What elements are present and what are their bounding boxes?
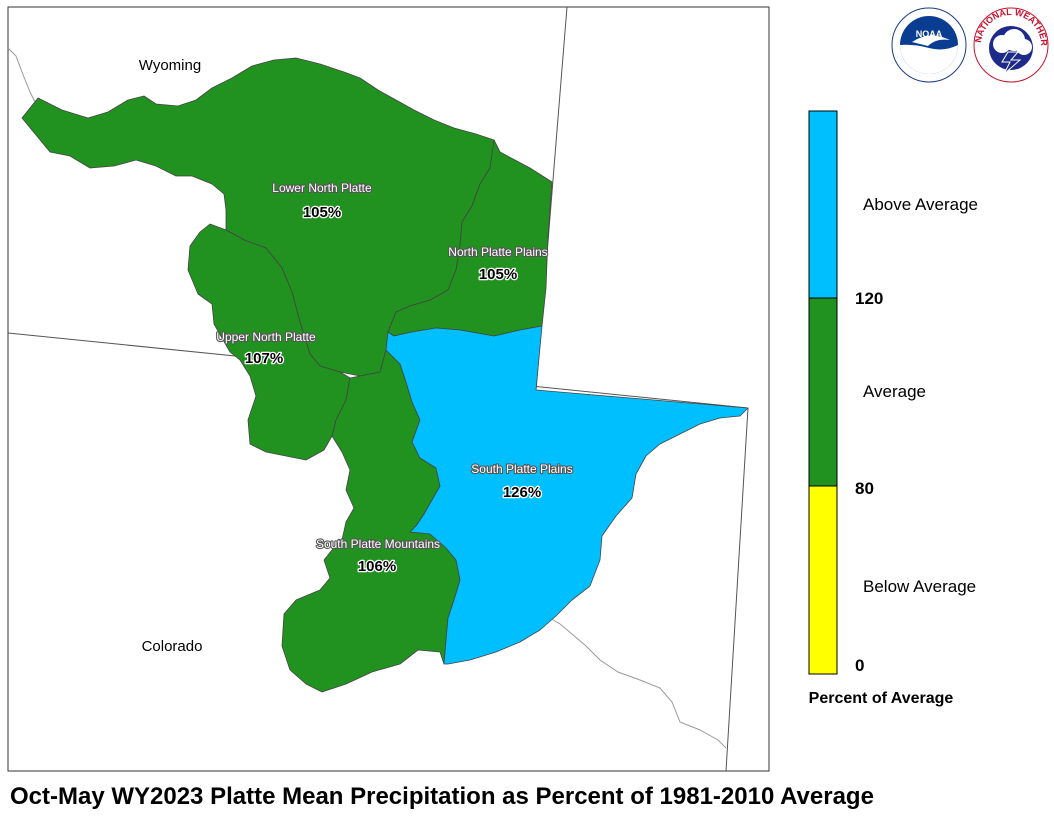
co-ne-border-line (725, 407, 749, 772)
basin-label-south-platte-plains: South Platte Plains (471, 462, 572, 476)
legend-label-above-average: Above Average (863, 195, 978, 214)
basin-label-lower-north-platte: Lower North Platte (272, 181, 372, 195)
basin-label-north-platte-plains: North Platte Plains (448, 245, 547, 259)
basin-percent-north-platte-plains: 105% (479, 266, 517, 283)
background-boundaries (7, 47, 727, 749)
basin-label-south-platte-mountains: South Platte Mountains (316, 537, 440, 551)
basin-percent-upper-north-platte: 107% (245, 350, 283, 367)
basin-percent-lower-north-platte: 105% (303, 204, 341, 221)
basin-percent-south-platte-plains: 126% (503, 484, 541, 501)
legend-label-below-average: Below Average (863, 577, 976, 596)
legend-tick-80: 80 (855, 479, 874, 498)
noaa-logo-icon: NOAA (891, 7, 967, 83)
state-label-colorado: Colorado (142, 638, 203, 655)
legend-tick-0: 0 (855, 656, 864, 675)
basin-label-upper-north-platte: Upper North Platte (216, 330, 316, 344)
southeast-boundary-line (547, 616, 727, 749)
west-boundary-line (7, 47, 37, 105)
legend-swatch-above-average (808, 110, 838, 299)
basin-south-platte-plains[interactable] (385, 325, 749, 665)
basins (21, 57, 749, 693)
noaa-logo-text: NOAA (916, 29, 943, 39)
legend-label-average: Average (863, 382, 926, 401)
basin-percent-south-platte-mountains: 106% (358, 558, 396, 575)
basin-upper-north-platte[interactable] (187, 223, 351, 461)
state-label-wyoming: Wyoming (139, 57, 201, 74)
legend-title: Percent of Average (809, 690, 954, 707)
legend-swatch-average (808, 297, 838, 487)
legend-swatch-below-average (808, 485, 838, 675)
legend: Above Average Average Below Average 120 … (808, 110, 978, 707)
legend-tick-120: 120 (855, 289, 883, 308)
page-title: Oct-May WY2023 Platte Mean Precipitation… (10, 783, 874, 810)
